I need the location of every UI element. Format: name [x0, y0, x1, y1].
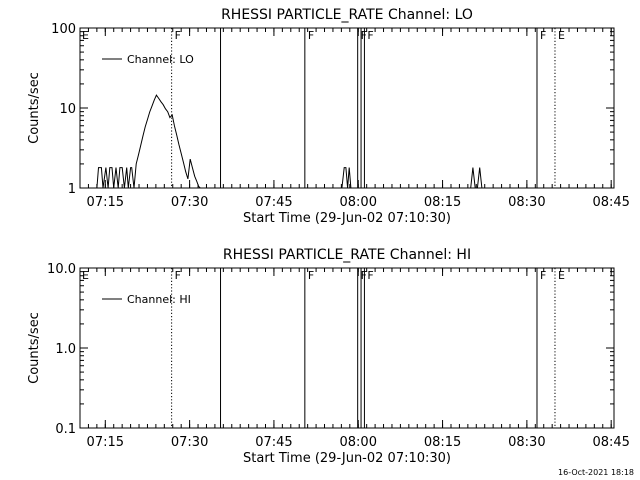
- x-tick-label: 08:45: [592, 195, 629, 210]
- legend: Channel: LO: [102, 53, 194, 66]
- y-axis-label: Counts/sec: [27, 312, 42, 384]
- event-label: F: [540, 29, 546, 42]
- y-tick-label: 100: [51, 22, 76, 37]
- x-tick-label: 07:45: [255, 195, 292, 210]
- corner-label: E: [82, 29, 89, 42]
- event-label: F: [308, 269, 314, 282]
- x-tick-label: 08:30: [508, 435, 545, 450]
- legend-label: Channel: HI: [127, 293, 191, 306]
- x-tick-label: 08:45: [592, 435, 629, 450]
- y-tick-label: 1: [68, 182, 76, 197]
- x-tick-label: 08:00: [340, 195, 377, 210]
- y-tick-label: 10.0: [47, 262, 76, 277]
- event-label: F: [540, 269, 546, 282]
- x-tick-label: 07:15: [87, 435, 124, 450]
- plot-frame: [79, 267, 615, 429]
- x-tick-label: 08:15: [424, 435, 461, 450]
- event-label: E: [558, 269, 565, 282]
- x-tick-label: 08:30: [508, 195, 545, 210]
- event-label: F: [367, 29, 373, 42]
- chart-panel-2: RHESSI PARTICLE_RATE Channel: HI 0.1 1.0 10…: [27, 247, 630, 466]
- legend: Channel: HI: [102, 293, 191, 306]
- corner-label: E: [82, 269, 89, 282]
- event-label: E: [558, 29, 565, 42]
- x-tick-label: 08:15: [424, 195, 461, 210]
- x-tick-label: 07:45: [255, 435, 292, 450]
- footer-timestamp: 16-Oct-2021 18:18: [558, 468, 634, 477]
- x-axis-label: Start Time (29-Jun-02 07:10:30): [243, 211, 451, 226]
- event-label: F: [361, 269, 367, 282]
- chart-panel-1: RHESSI PARTICLE_RATE Channel: LO 1 10 100 07…: [27, 7, 630, 226]
- x-tick-label: 08:00: [340, 435, 377, 450]
- legend-label: Channel: LO: [127, 53, 194, 66]
- y-tick-label: 0.1: [55, 422, 76, 437]
- x-tick-label: 07:30: [171, 195, 208, 210]
- plot-frame: [79, 27, 615, 189]
- event-label: F: [175, 29, 181, 42]
- chart-title: RHESSI PARTICLE_RATE Channel: LO: [221, 7, 473, 23]
- x-axis-label: Start Time (29-Jun-02 07:10:30): [243, 451, 451, 466]
- event-label: F: [308, 29, 314, 42]
- series-line: [96, 94, 485, 189]
- y-tick-label: 10: [59, 102, 76, 117]
- y-axis-label: Counts/sec: [27, 72, 42, 144]
- x-tick-label: 07:30: [171, 435, 208, 450]
- event-label: F: [361, 29, 367, 42]
- event-label: F: [175, 269, 181, 282]
- y-tick-label: 1.0: [55, 342, 76, 357]
- event-label: F: [367, 269, 373, 282]
- chart-title: RHESSI PARTICLE_RATE Channel: HI: [223, 247, 471, 263]
- x-tick-label: 07:15: [87, 195, 124, 210]
